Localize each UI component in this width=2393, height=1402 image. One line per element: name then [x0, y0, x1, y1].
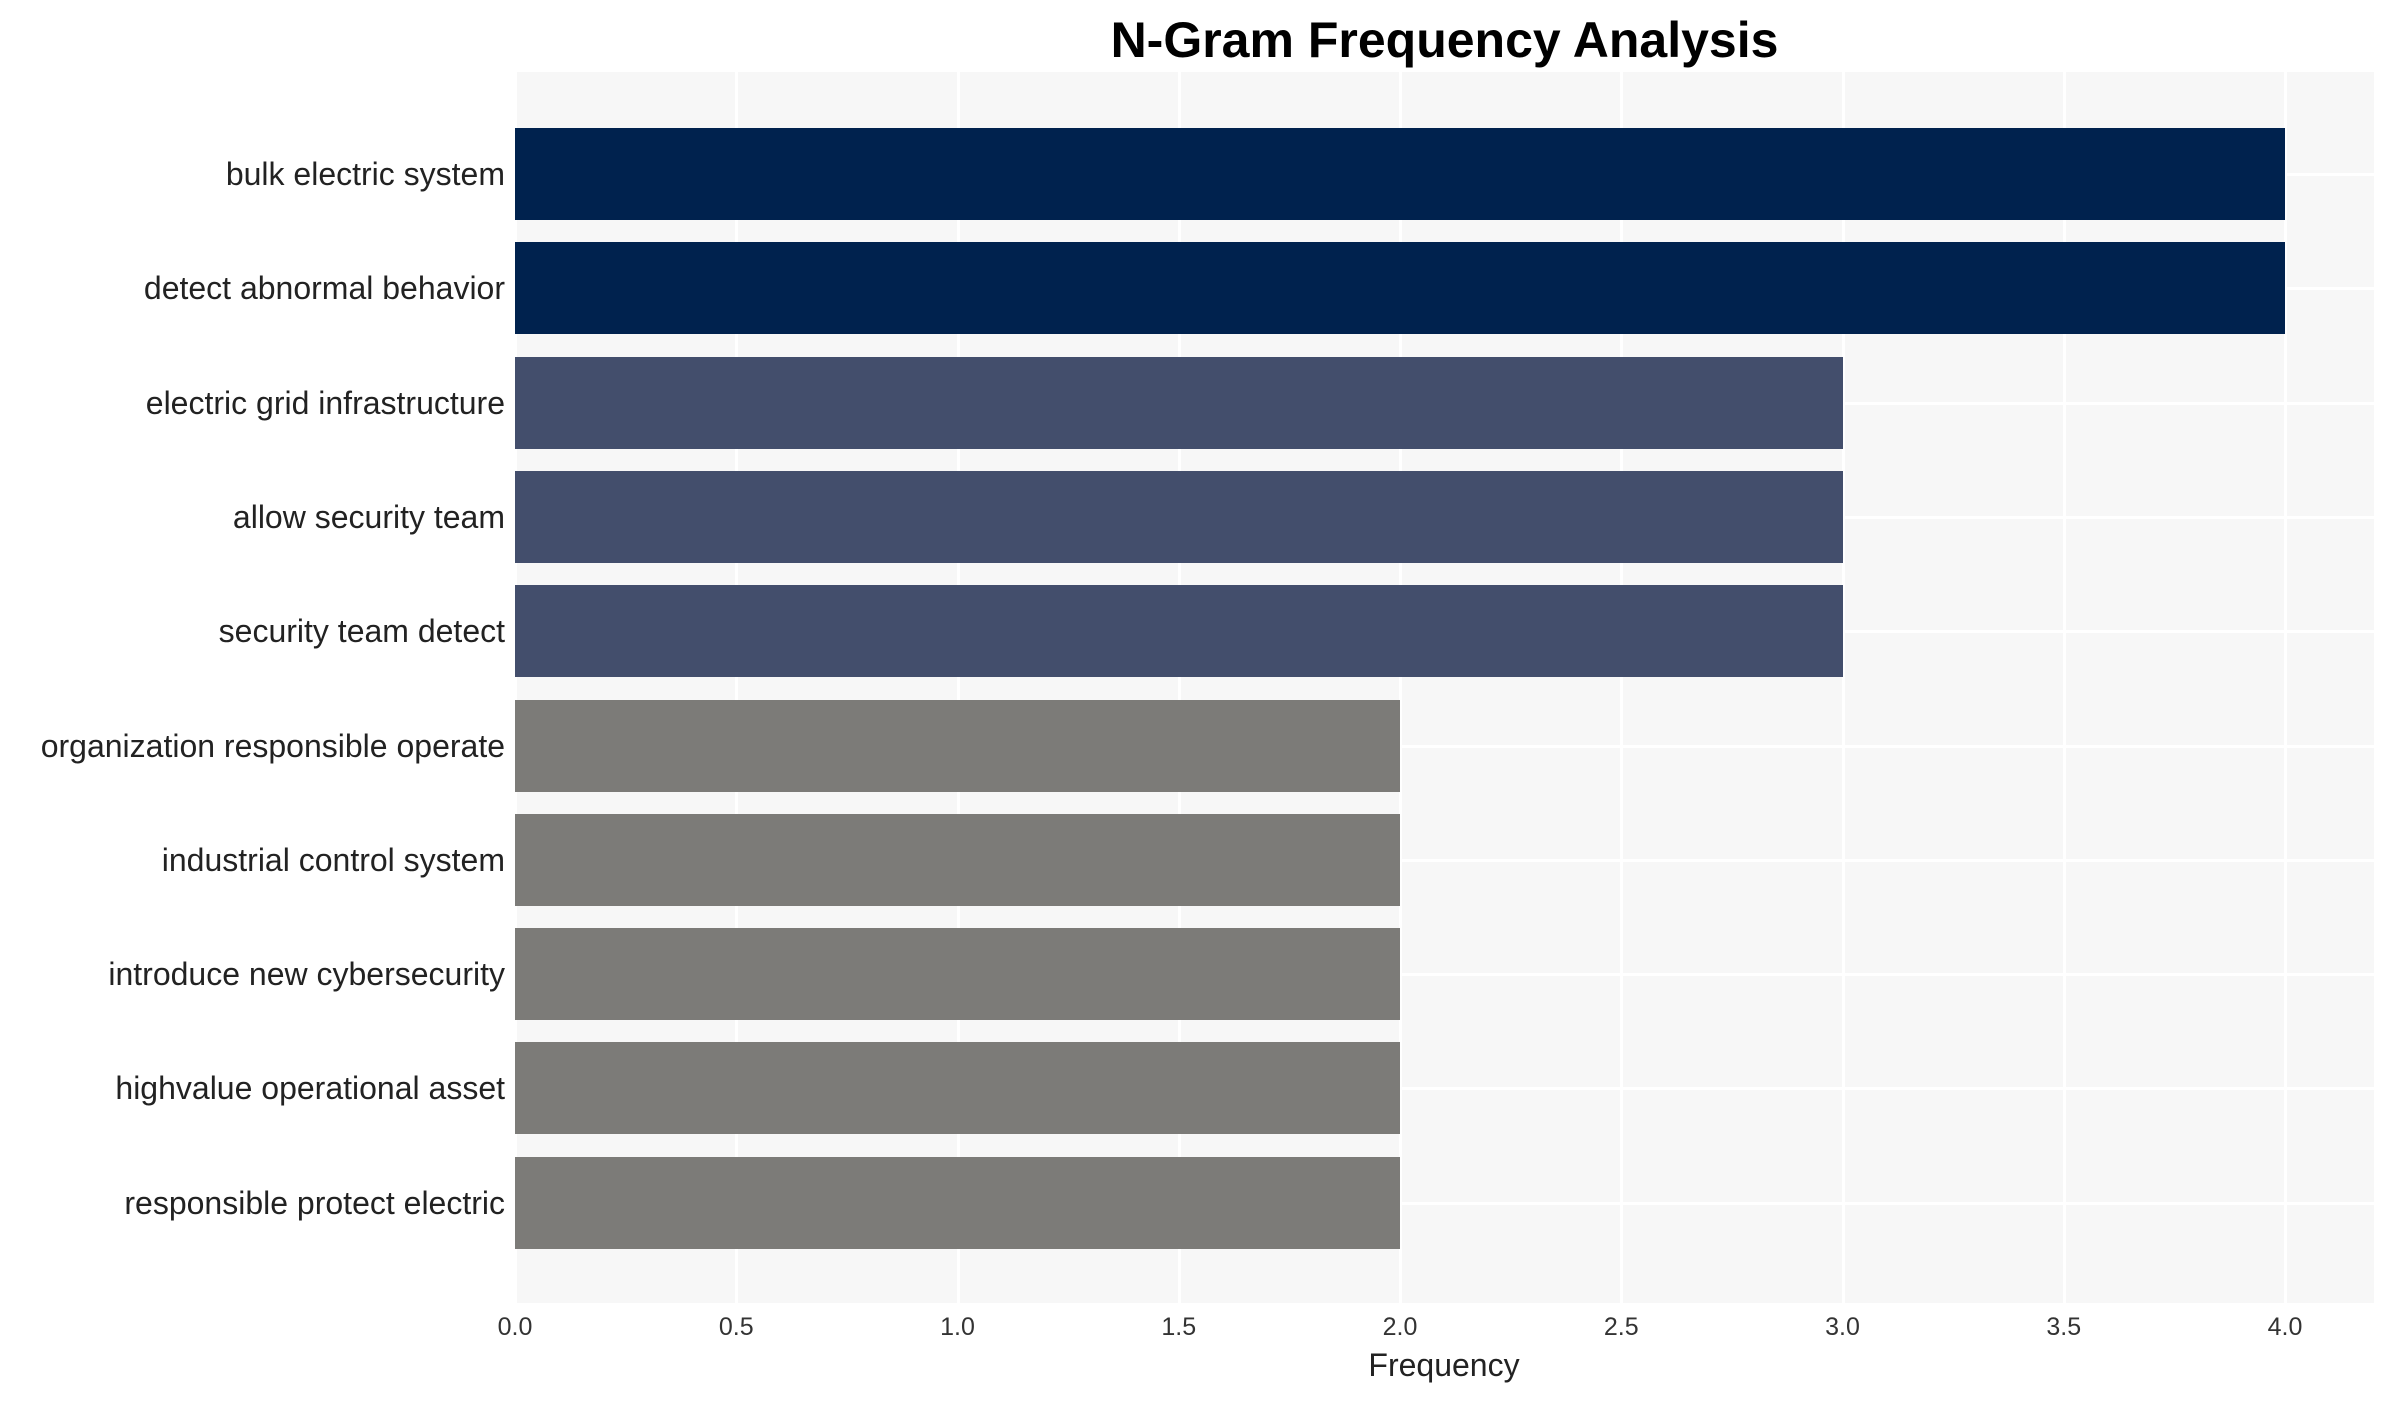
y-gridline — [515, 744, 2374, 748]
y-axis-label: allow security team — [232, 498, 505, 535]
bar — [515, 699, 1400, 792]
x-gridline — [1841, 72, 1845, 1303]
x-tick-label: 2.5 — [1603, 1313, 1639, 1341]
chart-title: N-Gram Frequency Analysis — [1110, 12, 1779, 68]
x-gridline — [735, 72, 739, 1303]
bar — [515, 813, 1400, 906]
x-gridline — [1620, 72, 1624, 1303]
y-gridline — [515, 858, 2374, 862]
y-axis-label: security team detect — [218, 613, 505, 650]
y-axis-label: electric grid infrastructure — [145, 384, 505, 421]
x-gridline — [1399, 72, 1402, 1303]
x-gridline — [514, 72, 517, 1303]
x-gridline — [2284, 72, 2287, 1303]
x-gridline — [1177, 72, 1181, 1303]
y-axis-label: detect abnormal behavior — [143, 270, 505, 307]
bar — [515, 242, 2285, 335]
y-gridline — [515, 973, 2374, 977]
plot-area — [514, 72, 2374, 1303]
x-tick-label: 4.0 — [2267, 1313, 2303, 1341]
y-axis-label: industrial control system — [161, 841, 505, 878]
y-gridline — [515, 1087, 2374, 1091]
x-tick-label: 1.5 — [1161, 1313, 1197, 1341]
y-axis-label: responsible protect electric — [124, 1184, 505, 1221]
x-tick-label: 3.0 — [1825, 1313, 1860, 1341]
y-axis-label: introduce new cybersecurity — [108, 956, 505, 993]
bar — [515, 470, 1843, 563]
bar — [515, 356, 1843, 449]
x-tick-label: 1.0 — [940, 1313, 975, 1341]
bar — [515, 128, 2285, 220]
y-axis-label: highvalue operational asset — [115, 1070, 505, 1107]
y-gridline — [515, 1201, 2374, 1205]
bar — [515, 928, 1400, 1021]
y-axis-label: bulk electric system — [225, 156, 505, 192]
bar — [515, 1042, 1400, 1135]
x-axis-label: Frequency — [1368, 1347, 1520, 1383]
x-tick-label: 0.5 — [718, 1313, 754, 1341]
x-gridline — [2062, 72, 2066, 1303]
x-gridline — [956, 72, 960, 1303]
bar — [515, 585, 1843, 678]
y-axis-label: organization responsible operate — [40, 727, 505, 764]
x-tick-label: 0.0 — [497, 1313, 533, 1341]
x-tick-label: 2.0 — [1382, 1313, 1418, 1341]
x-tick-label: 3.5 — [2046, 1313, 2082, 1341]
bar — [515, 1156, 1400, 1249]
